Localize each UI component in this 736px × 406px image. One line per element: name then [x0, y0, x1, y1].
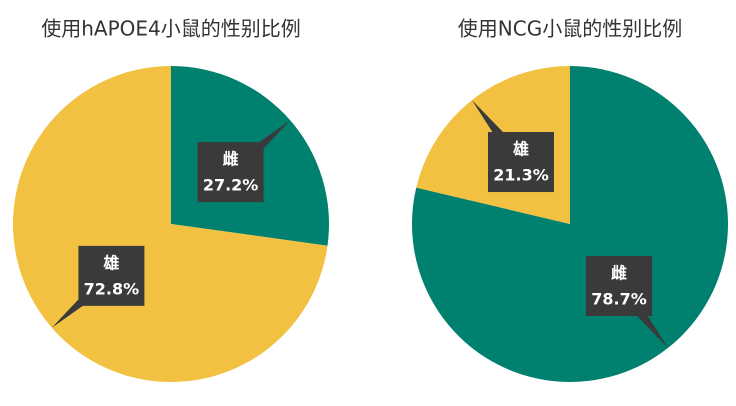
label-category: 雌: [223, 150, 239, 169]
label-category: 雄: [102, 253, 119, 272]
data-label: 雌 27.2%: [197, 120, 291, 203]
label-category: 雄: [512, 140, 529, 159]
label-value: 21.3%: [493, 166, 549, 185]
data-label: 雄 72.8%: [51, 245, 145, 328]
label-value: 72.8%: [84, 279, 140, 298]
chart-title: 使用hAPOE4小鼠的性别比例: [41, 17, 301, 41]
data-label: 雌 78.7%: [586, 255, 669, 348]
label-box: [197, 142, 264, 203]
label-category: 雌: [611, 263, 627, 282]
label-value: 78.7%: [591, 289, 647, 308]
label-value: 27.2%: [203, 176, 259, 195]
data-label: 雄 21.3%: [471, 100, 554, 193]
chart-title: 使用NCG小鼠的性别比例: [458, 17, 682, 41]
label-box: [586, 255, 653, 316]
label-box: [78, 245, 145, 306]
label-box: [487, 132, 554, 193]
